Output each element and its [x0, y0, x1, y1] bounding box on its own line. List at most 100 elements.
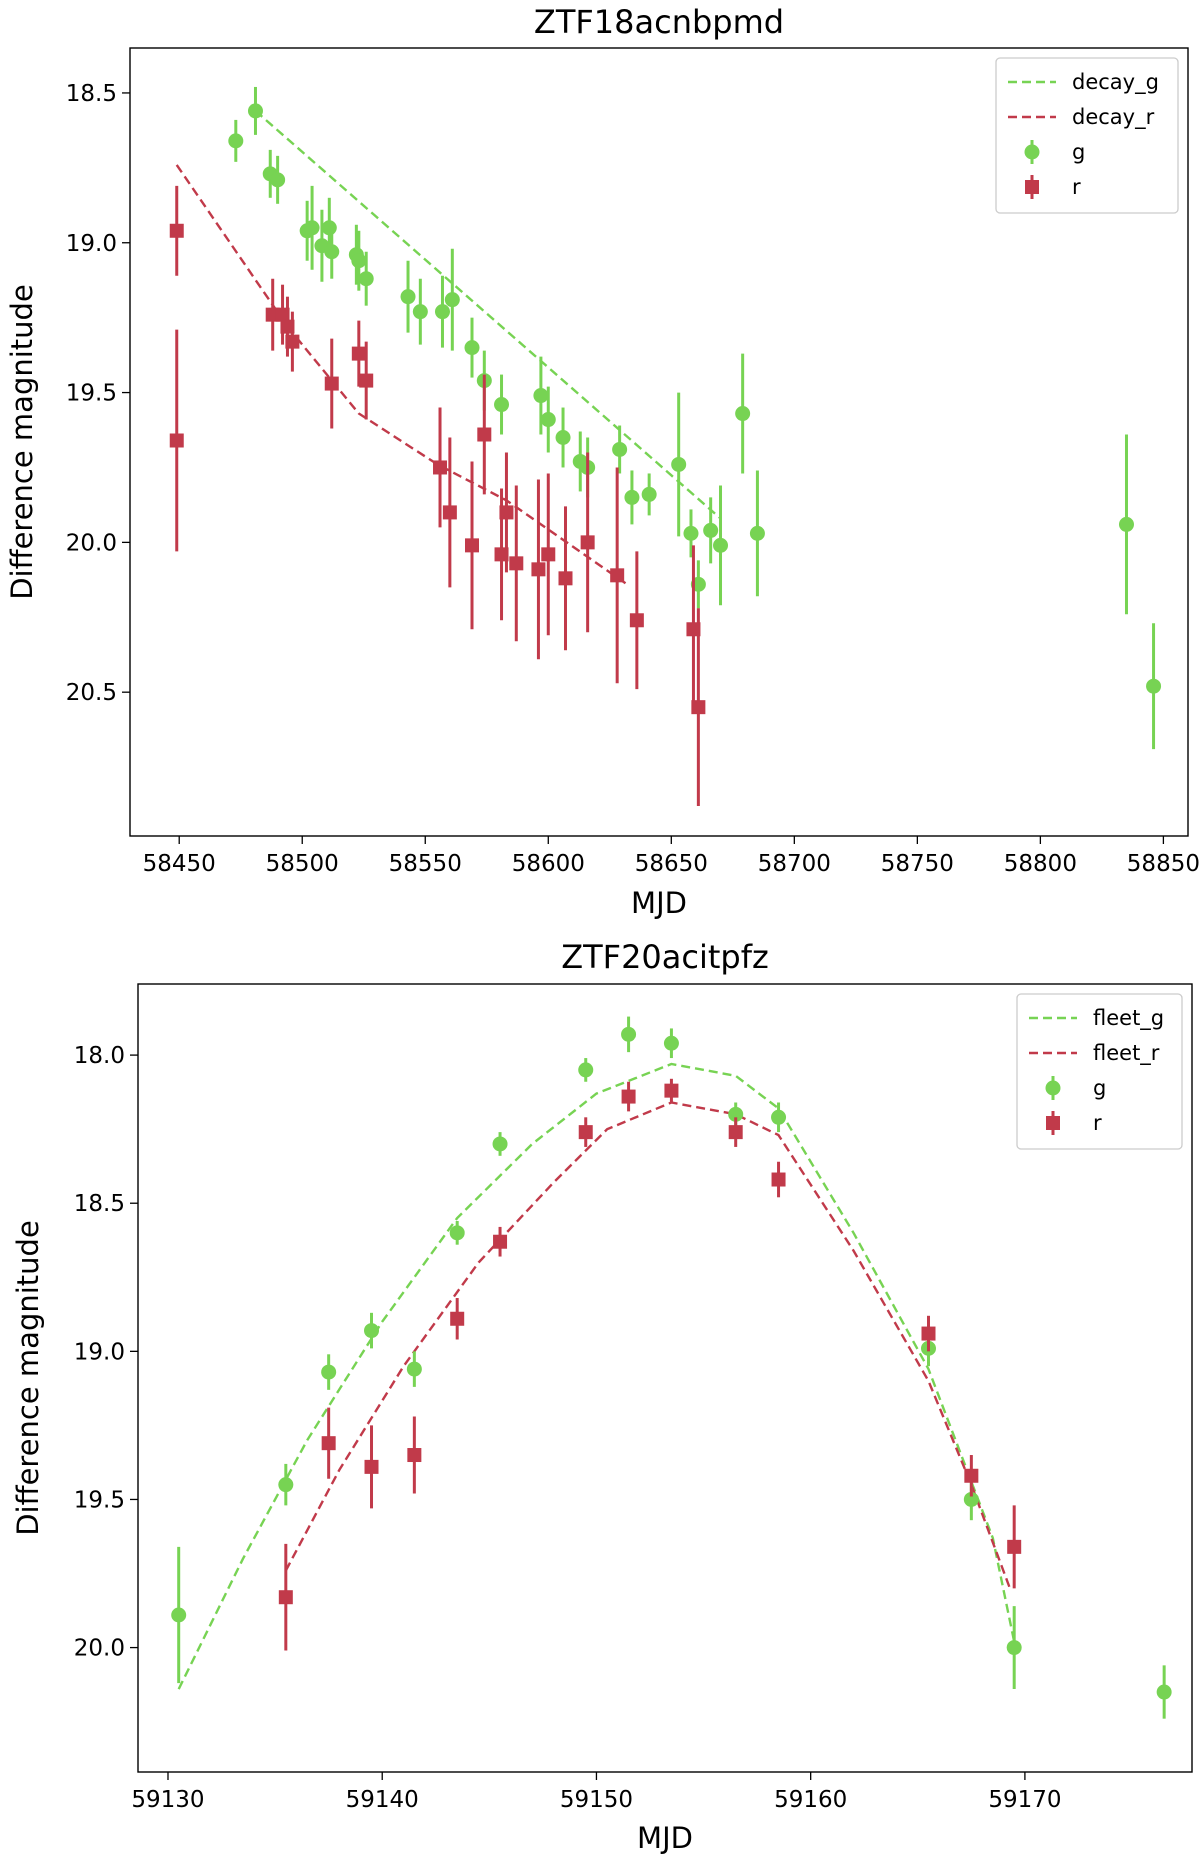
circle-marker — [735, 406, 750, 421]
circle-marker — [278, 1477, 293, 1492]
circle-marker — [305, 220, 320, 235]
square-marker — [1007, 1540, 1021, 1554]
circle-marker — [1007, 1640, 1022, 1655]
square-marker — [541, 547, 555, 561]
circle-marker — [321, 1365, 336, 1380]
legend-label: fleet_r — [1093, 1041, 1160, 1066]
square-marker — [450, 1312, 464, 1326]
circle-marker — [541, 412, 556, 427]
square-marker — [365, 1460, 379, 1474]
y-axis-label: Difference magnitude — [11, 1220, 45, 1536]
circle-marker — [450, 1225, 465, 1240]
x-tick-label: 58450 — [143, 851, 216, 877]
circle-marker — [624, 490, 639, 505]
circle-marker — [445, 292, 460, 307]
x-tick-label: 58650 — [635, 851, 708, 877]
square-marker — [610, 568, 624, 582]
circle-marker — [359, 271, 374, 286]
y-tick-label: 19.5 — [66, 381, 117, 407]
circle-marker — [533, 388, 548, 403]
circle-marker — [1157, 1685, 1172, 1700]
square-marker — [443, 505, 457, 519]
square-marker — [531, 562, 545, 576]
circle-marker — [750, 526, 765, 541]
circle-marker — [465, 340, 480, 355]
circle-marker — [713, 538, 728, 553]
square-marker — [729, 1125, 743, 1139]
legend-label: decay_g — [1072, 70, 1159, 95]
legend-swatch — [1025, 180, 1039, 194]
square-marker — [170, 224, 184, 238]
y-axis-label: Difference magnitude — [5, 284, 39, 600]
square-marker — [477, 428, 491, 442]
circle-marker — [612, 442, 627, 457]
legend-label: g — [1072, 140, 1085, 164]
x-tick-label: 58600 — [512, 851, 585, 877]
y-tick-label: 18.5 — [74, 1191, 125, 1217]
circle-marker — [621, 1027, 636, 1042]
square-marker — [407, 1448, 421, 1462]
legend-swatch — [1046, 1081, 1061, 1096]
square-marker — [664, 1084, 678, 1098]
circle-marker — [413, 304, 428, 319]
circle-marker — [401, 289, 416, 304]
legend: decay_g decay_rgr — [996, 58, 1178, 213]
legend-swatch — [1025, 145, 1040, 160]
y-tick-label: 20.5 — [66, 680, 117, 706]
circle-marker — [683, 526, 698, 541]
legend-label: g — [1093, 1076, 1106, 1100]
circle-marker — [578, 1062, 593, 1077]
square-marker — [352, 347, 366, 361]
square-marker — [322, 1436, 336, 1450]
x-tick-label: 58700 — [758, 851, 831, 877]
circle-marker — [671, 457, 686, 472]
square-marker — [772, 1173, 786, 1187]
circle-marker — [664, 1036, 679, 1051]
x-tick-label: 58500 — [266, 851, 339, 877]
square-marker — [433, 460, 447, 474]
circle-marker — [703, 523, 718, 538]
circle-marker — [435, 304, 450, 319]
legend-label: r — [1072, 175, 1081, 199]
circle-marker — [248, 103, 263, 118]
circle-marker — [364, 1323, 379, 1338]
circle-marker — [270, 172, 285, 187]
square-marker — [922, 1327, 936, 1341]
legend-label: fleet_g — [1093, 1006, 1164, 1031]
y-tick-label: 19.5 — [74, 1487, 125, 1513]
x-tick-label: 58800 — [1004, 851, 1077, 877]
y-tick-label: 18.5 — [66, 81, 117, 107]
square-marker — [579, 1125, 593, 1139]
square-marker — [509, 556, 523, 570]
square-marker — [691, 700, 705, 714]
square-marker — [359, 374, 373, 388]
square-marker — [279, 1590, 293, 1604]
circle-marker — [556, 430, 571, 445]
square-marker — [622, 1090, 636, 1104]
x-tick-label: 58750 — [881, 851, 954, 877]
circle-marker — [228, 133, 243, 148]
circle-marker — [493, 1136, 508, 1151]
legend-label: r — [1093, 1111, 1102, 1135]
y-tick-label: 20.0 — [74, 1636, 125, 1662]
y-tick-label: 20.0 — [66, 530, 117, 556]
x-tick-label: 59150 — [560, 1787, 633, 1813]
x-tick-label: 58850 — [1127, 851, 1200, 877]
square-marker — [285, 335, 299, 349]
square-marker — [493, 1235, 507, 1249]
figure: ZTF18acnbpmd MJD Difference magnitude 58… — [0, 0, 1200, 1859]
square-marker — [170, 434, 184, 448]
x-axis-label: MJD — [637, 1821, 693, 1855]
circle-marker — [322, 220, 337, 235]
circle-marker — [324, 244, 339, 259]
y-tick-label: 19.0 — [66, 231, 117, 257]
square-marker — [630, 613, 644, 627]
legend-label: decay_r — [1072, 105, 1155, 130]
circle-marker — [771, 1110, 786, 1125]
square-marker — [581, 535, 595, 549]
x-axis-label: MJD — [631, 886, 687, 920]
legend-swatch — [1046, 1116, 1060, 1130]
x-tick-label: 59140 — [346, 1787, 419, 1813]
circle-marker — [351, 253, 366, 268]
chart-title: ZTF18acnbpmd — [534, 3, 784, 41]
